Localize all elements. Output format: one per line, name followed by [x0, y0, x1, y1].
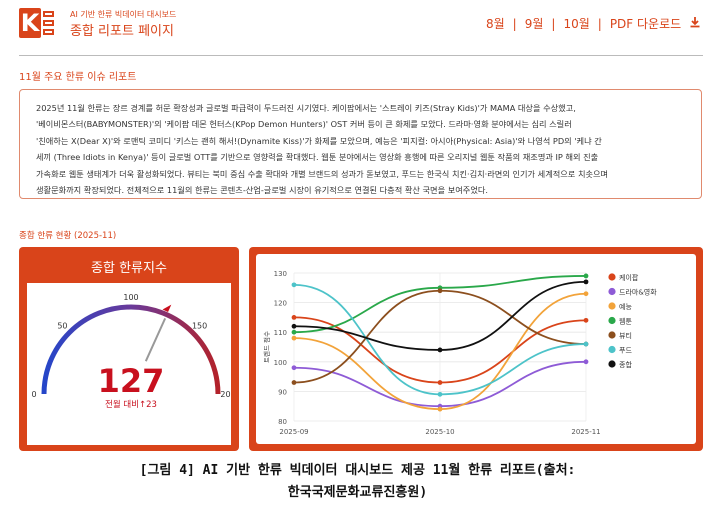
gauge-tick-label: 200	[220, 390, 231, 399]
trend-chart-panel: 80 90 100 110 120 130 2025-09 2025-10 2025-11 트렌드…	[256, 254, 696, 444]
series-point	[437, 406, 443, 412]
legend-marker	[608, 302, 616, 310]
page-title: 종합 리포트 페이지	[70, 24, 174, 39]
series-point	[437, 391, 443, 397]
gauge-tick-label: 150	[192, 321, 207, 330]
logo-block-icon	[43, 20, 54, 26]
y-tick-label: 130	[274, 270, 287, 278]
caption-line: 한국국제문화교류진흥원)	[287, 485, 428, 500]
x-tick-label: 2025-09	[279, 428, 308, 436]
pdf-download-label: PDF 다운로드	[609, 17, 682, 31]
nav-separator: |	[597, 16, 602, 31]
series-point	[583, 341, 589, 347]
series-point	[437, 347, 443, 353]
report-line: 2025년 11월 한류는 장르 경계를 허문 확장성과 글로벌 파급력이 두드…	[36, 103, 576, 113]
gauge-arc	[41, 304, 221, 395]
series-point	[583, 359, 589, 365]
series-point	[291, 335, 297, 341]
legend-marker	[608, 331, 616, 339]
gauge-needle	[144, 317, 167, 362]
logo[interactable]: K	[19, 8, 54, 38]
series-point	[291, 380, 297, 385]
header-divider	[19, 55, 703, 56]
gauge-value: 127	[98, 362, 165, 400]
x-tick-label: 2025-10	[425, 428, 454, 436]
pdf-download-button[interactable]: PDF 다운로드	[610, 15, 701, 32]
nav-separator: |	[551, 16, 556, 31]
report-line: 생활문화까지 확장되었다. 전체적으로 11월의 한류는 콘텐츠-산업-글로벌 …	[36, 185, 488, 196]
report-line: '베이비몬스터(BABYMONSTER)'의 '케이팝 데몬 헌터스(KPop …	[36, 119, 572, 130]
series-point	[583, 317, 589, 323]
logo-mark: K	[19, 8, 41, 38]
series-point	[583, 279, 589, 285]
series-point	[291, 323, 297, 329]
legend-marker	[608, 360, 616, 368]
nav-month-8[interactable]: 8월	[485, 17, 505, 31]
report-line: '친애하는 X(Dear X)'와 로맨틱 코미디 '키스는 괜히 해서!(Dy…	[36, 135, 602, 146]
month-nav: 8월 | 9월 | 10월 | PDF 다운로드	[486, 15, 701, 32]
legend-marker	[608, 273, 616, 281]
legend-label: 종합	[619, 360, 632, 369]
report-box: 2025년 11월 한류는 장르 경계를 허문 확장성과 글로벌 파급력이 두드…	[19, 89, 702, 199]
legend-label: 뷰티	[619, 331, 632, 340]
series-point	[291, 365, 297, 371]
series-point	[291, 282, 297, 288]
caption-line: [그림 4] AI 기반 한류 빅데이터 대시보드 제공 11월 한류 리포트(…	[139, 463, 576, 478]
y-axis-label: 트렌드 점수	[262, 331, 271, 363]
download-icon	[689, 17, 701, 31]
legend-label: 케이팝	[619, 273, 639, 282]
report-section-title: 11월 주요 한류 이슈 리포트	[19, 72, 137, 83]
legend-label: 드라마&영화	[619, 288, 657, 297]
gauge-tick-label: 0	[31, 390, 36, 399]
nav-month-10[interactable]: 10월	[563, 17, 590, 31]
series-point	[583, 291, 589, 297]
gauge-title: 종합 한류지수	[91, 261, 167, 276]
nav-month-9[interactable]: 9월	[524, 17, 544, 31]
series-point	[291, 315, 297, 320]
legend-label: 예능	[619, 302, 632, 311]
legend-label: 웹툰	[619, 317, 632, 326]
gauge-change-label: 전월 대비↑23	[105, 399, 157, 410]
gauge-marker-icon	[162, 304, 172, 312]
x-tick-label: 2025-11	[571, 428, 600, 436]
header: K AI 기반 한류 빅데이터 대시보드 종합 리포트 페이지 8월 | 9월 …	[0, 0, 715, 50]
nav-separator: |	[512, 16, 517, 31]
trend-chart-card: 80 90 100 110 120 130 2025-09 2025-10 2025-11 트렌드…	[249, 247, 703, 451]
trend-line-chart: 80 90 100 110 120 130 2025-09 2025-10 2025-11 트렌드…	[262, 270, 657, 436]
logo-block-icon	[43, 29, 54, 35]
report-line: 세끼 (Three Idiots in Kenya)' 등이 글로벌 OTT를 …	[36, 152, 599, 163]
y-tick-label: 90	[278, 388, 287, 396]
legend-marker	[608, 316, 616, 325]
gauge-tick-label: 50	[57, 321, 67, 330]
legend-marker	[608, 287, 616, 296]
series-point	[437, 288, 443, 294]
y-tick-label: 80	[278, 418, 287, 426]
y-tick-label: 110	[274, 329, 287, 337]
logo-block-icon	[43, 11, 54, 17]
y-tick-label: 120	[274, 300, 287, 308]
legend-marker	[608, 345, 616, 354]
report-line: 가속화로 웹툰 생태계가 더욱 활성화되었다. 뷰티는 북미 중심 수출 확대와…	[36, 168, 609, 179]
series-point	[291, 329, 297, 335]
gauge-tick-label: 100	[123, 293, 138, 302]
legend-label: 푸드	[619, 347, 632, 355]
figure-caption: [그림 4] AI 기반 한류 빅데이터 대시보드 제공 11월 한류 리포트(…	[0, 460, 715, 504]
dashboard-section-title: 종합 한류 현황 (2025-11)	[19, 231, 117, 241]
series-point	[583, 273, 589, 279]
y-tick-label: 100	[274, 359, 287, 367]
dashboard-subtitle: AI 기반 한류 빅데이터 대시보드	[70, 10, 177, 19]
series-point	[437, 380, 443, 385]
